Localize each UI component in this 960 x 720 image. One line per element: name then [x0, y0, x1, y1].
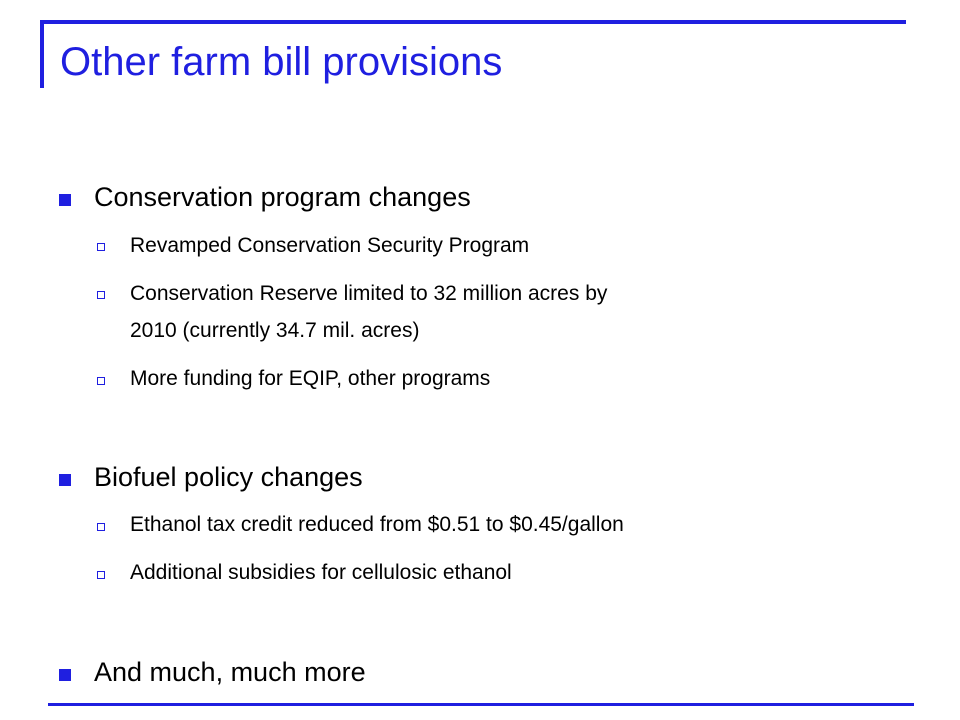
bullet-hollow-square-icon [97, 571, 105, 579]
list-item: Additional subsidies for cellulosic etha… [130, 561, 512, 584]
bullet-square-icon [59, 474, 71, 486]
section-heading-biofuel: Biofuel policy changes [94, 462, 363, 492]
bullet-hollow-square-icon [97, 291, 105, 299]
bullet-hollow-square-icon [97, 377, 105, 385]
bottom-border-line [48, 703, 914, 706]
list-item-continuation: 2010 (currently 34.7 mil. acres) [130, 319, 420, 342]
section-heading-conservation: Conservation program changes [94, 182, 471, 212]
top-border-line [40, 20, 906, 24]
section-heading-more: And much, much more [94, 657, 366, 687]
list-item: Revamped Conservation Security Program [130, 234, 530, 257]
list-item: Conservation Reserve limited to 32 milli… [130, 282, 608, 305]
bullet-square-icon [59, 194, 71, 206]
left-border-line [40, 20, 44, 88]
slide-title: Other farm bill provisions [60, 40, 503, 84]
bullet-hollow-square-icon [97, 523, 105, 531]
list-item: Ethanol tax credit reduced from $0.51 to… [130, 513, 624, 536]
bullet-square-icon [59, 669, 71, 681]
bullet-hollow-square-icon [97, 243, 105, 251]
list-item: More funding for EQIP, other programs [130, 367, 491, 390]
